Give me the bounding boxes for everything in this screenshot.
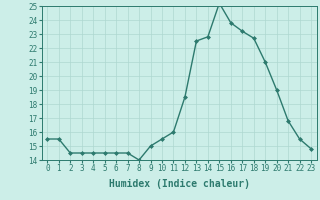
X-axis label: Humidex (Indice chaleur): Humidex (Indice chaleur) [109, 179, 250, 189]
